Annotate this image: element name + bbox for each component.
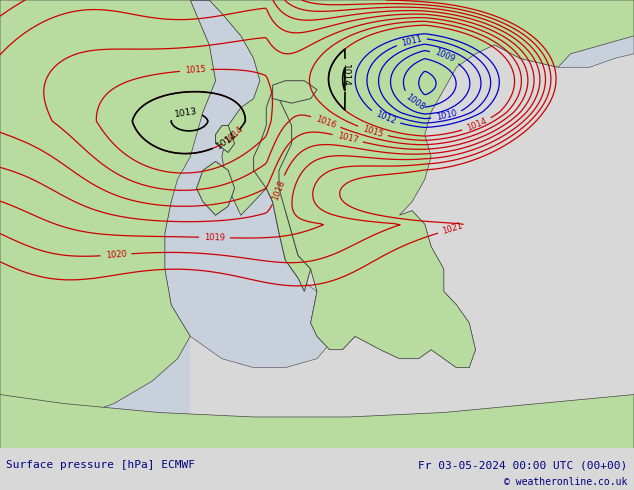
Polygon shape <box>165 0 336 368</box>
Polygon shape <box>190 0 634 368</box>
Text: 1021: 1021 <box>441 221 464 236</box>
Text: 1014: 1014 <box>465 117 488 133</box>
Text: 1012: 1012 <box>374 110 397 126</box>
Text: 1015: 1015 <box>361 124 384 139</box>
Polygon shape <box>495 27 634 67</box>
Text: © weatheronline.co.uk: © weatheronline.co.uk <box>504 477 628 487</box>
Polygon shape <box>273 135 431 359</box>
Text: 1018: 1018 <box>270 178 287 201</box>
Polygon shape <box>216 125 235 152</box>
Polygon shape <box>0 0 216 448</box>
Text: 1020: 1020 <box>105 249 127 260</box>
Text: Fr 03-05-2024 00:00 UTC (00+00): Fr 03-05-2024 00:00 UTC (00+00) <box>418 460 628 470</box>
Text: 1015: 1015 <box>184 65 206 75</box>
Text: 1014: 1014 <box>216 130 239 151</box>
Polygon shape <box>273 81 317 103</box>
Polygon shape <box>254 90 311 292</box>
Text: 1014: 1014 <box>340 64 349 87</box>
Text: Surface pressure [hPa] ECMWF: Surface pressure [hPa] ECMWF <box>6 460 195 470</box>
Text: 1014: 1014 <box>224 124 245 146</box>
Text: 1008: 1008 <box>404 93 427 112</box>
Text: 1013: 1013 <box>174 107 198 119</box>
Polygon shape <box>0 0 216 430</box>
Text: 1009: 1009 <box>433 48 456 64</box>
Text: 1019: 1019 <box>204 233 225 242</box>
Text: 1016: 1016 <box>314 114 337 130</box>
Polygon shape <box>0 394 634 448</box>
Text: 1017: 1017 <box>336 131 359 145</box>
Polygon shape <box>285 171 368 350</box>
Polygon shape <box>197 161 235 215</box>
Text: 1010: 1010 <box>436 109 458 122</box>
Text: 1011: 1011 <box>400 34 423 48</box>
Polygon shape <box>393 211 476 368</box>
